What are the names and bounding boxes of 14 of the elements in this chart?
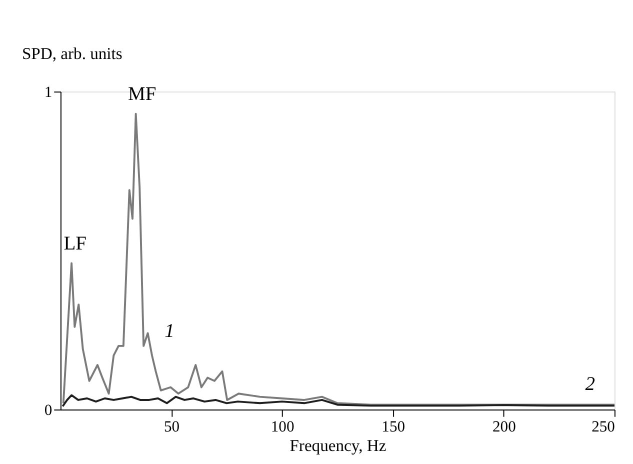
series-label: 2 bbox=[585, 374, 596, 396]
series-label: 1 bbox=[164, 320, 174, 342]
annotation: MF bbox=[128, 84, 156, 106]
x-tick-label: 100 bbox=[270, 418, 294, 436]
line-series bbox=[62, 112, 616, 406]
x-tick-label: 50 bbox=[164, 418, 180, 436]
x-tick-label: 150 bbox=[382, 418, 406, 436]
line-series bbox=[62, 394, 616, 408]
x-tick-label: 200 bbox=[492, 418, 516, 436]
x-tick-label: 250 bbox=[592, 418, 616, 436]
y-axis-title: SPD, arb. units bbox=[22, 44, 122, 63]
y-tick-label: 0 bbox=[44, 402, 52, 419]
x-axis-title: Frequency, Hz bbox=[290, 436, 386, 455]
annotation: LF bbox=[64, 234, 87, 255]
